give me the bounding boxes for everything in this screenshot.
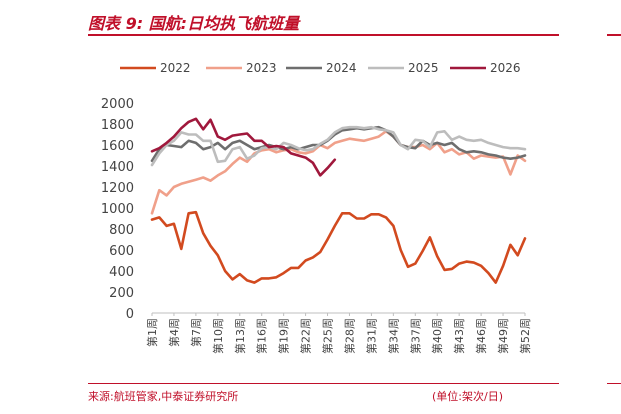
legend-label-2026: 2026	[490, 61, 521, 75]
x-tick-label: 第4周	[167, 318, 181, 347]
title-rule	[88, 34, 559, 36]
x-tick-label: 第1周	[145, 318, 159, 347]
y-tick-label: 400	[109, 265, 134, 280]
x-tick-label: 第25周	[321, 318, 335, 354]
x-tick-label: 第19周	[277, 318, 291, 354]
y-tick-label: 2000	[101, 97, 134, 112]
y-tick-label: 1600	[101, 139, 134, 154]
y-tick-label: 0	[126, 307, 134, 322]
footer-rule-right	[607, 383, 621, 384]
x-tick-label: 第46周	[474, 318, 488, 354]
series-line-2026	[150, 117, 337, 177]
x-tick-label: 第52周	[518, 318, 532, 354]
y-tick-label: 600	[109, 244, 134, 259]
series-line-2025	[150, 125, 527, 167]
legend-label-2023: 2023	[246, 61, 277, 75]
y-tick-label: 200	[109, 286, 134, 301]
x-tick-label: 第34周	[386, 318, 400, 354]
x-tick-label: 第49周	[496, 318, 510, 354]
x-tick-label: 第28周	[342, 318, 356, 354]
series-lines	[150, 117, 527, 284]
y-tick-label: 800	[109, 223, 134, 238]
series-line-2023	[150, 130, 527, 215]
x-tick-label: 第10周	[211, 318, 225, 354]
footer-rule	[88, 383, 559, 384]
source-note: 来源:航班管家,中泰证券研究所	[88, 390, 239, 403]
y-tick-label: 1400	[101, 160, 134, 175]
x-axis: 第1周 第4周 第7周 第10周 第13周 第16周 第19周 第22周 第25周 第28周 第31…	[145, 312, 532, 354]
series-line-2024	[150, 125, 527, 163]
legend-label-2025: 2025	[408, 61, 439, 75]
title-rule-right	[607, 34, 621, 36]
legend-label-2022: 2022	[160, 61, 191, 75]
chart-legend: 2022 2023 2024 2025 2026	[120, 61, 521, 75]
y-tick-label: 1200	[101, 181, 134, 196]
x-tick-label: 第13周	[233, 318, 247, 354]
series-line-2022	[150, 210, 527, 284]
legend-label-2024: 2024	[326, 61, 357, 75]
y-axis: 0 200 400 600 800 1000 1200 1400 1600 1800 2000	[101, 97, 134, 322]
x-tick-label: 第16周	[255, 318, 269, 354]
figure-title: 图表 9: 国航:日均执飞航班量	[88, 14, 300, 33]
y-tick-label: 1800	[101, 118, 134, 133]
x-tick-label: 第22周	[299, 318, 313, 354]
y-tick-label: 1000	[101, 202, 134, 217]
unit-note: (单位:架次/日)	[432, 390, 503, 403]
x-tick-label: 第40周	[430, 318, 444, 354]
x-tick-label: 第7周	[189, 318, 203, 347]
x-tick-label: 第43周	[452, 318, 466, 354]
x-tick-label: 第31周	[364, 318, 378, 354]
x-tick-label: 第37周	[408, 318, 422, 354]
